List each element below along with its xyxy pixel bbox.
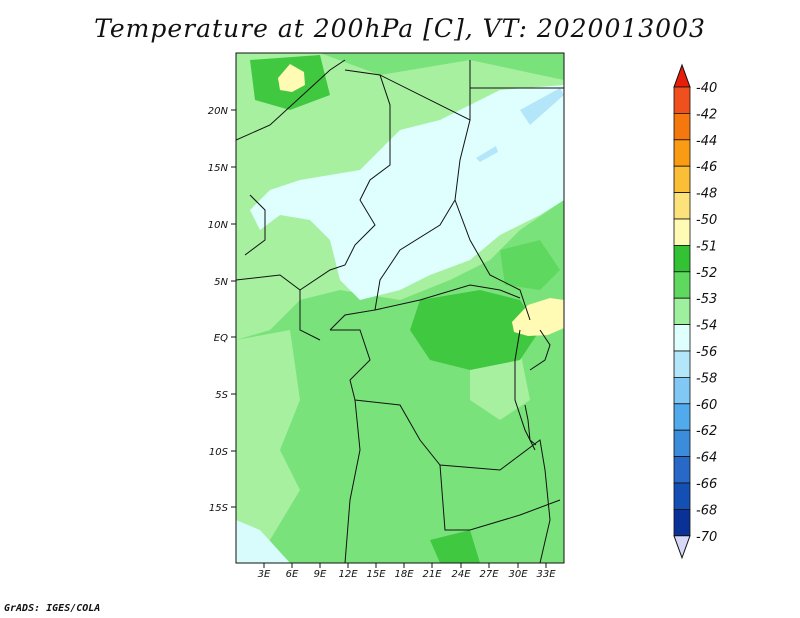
colorbar-swatch <box>673 113 691 141</box>
colorbar-label: -52 <box>696 266 717 281</box>
colorbar-swatch <box>673 244 691 273</box>
colorbar-label: -53 <box>696 292 717 307</box>
temperature-field <box>236 53 564 563</box>
field-level-56-streak <box>476 146 498 162</box>
lat-label: 20N <box>208 106 229 117</box>
colorbar-swatch <box>673 297 691 326</box>
lon-label: 18E <box>394 569 414 580</box>
field-level-51 <box>512 298 564 336</box>
colorbar-label: -66 <box>696 477 717 492</box>
colorbar-label: -44 <box>696 134 717 149</box>
colorbar-label: -68 <box>696 503 717 518</box>
colorbar-swatch <box>673 165 691 193</box>
colorbar-swatch <box>673 139 691 167</box>
lon-label: 9E <box>314 569 327 580</box>
colorbar-swatch <box>673 271 691 299</box>
lon-label: 33E <box>536 569 556 580</box>
colorbar-swatch <box>673 324 691 352</box>
lon-label: 21E <box>422 569 442 580</box>
lon-label: 12E <box>338 569 358 580</box>
colorbar-swatch <box>673 218 691 246</box>
colorbar-label: -51 <box>696 239 717 254</box>
colorbar-label: -62 <box>696 424 717 439</box>
field-level-52 <box>410 290 540 370</box>
colorbar-swatch <box>673 350 691 378</box>
field-level-52 <box>430 530 480 563</box>
colorbar-swatch <box>673 376 691 405</box>
colorbar-label: -58 <box>696 371 717 386</box>
colorbar-label: -42 <box>696 107 717 122</box>
colorbar-swatch <box>673 86 691 114</box>
field-level-54 <box>250 85 564 300</box>
longitude-axis: 3E 6E 9E 12E 15E 18E 21E 24E 27E 30E 33E <box>258 563 556 580</box>
colorbar-swatch <box>673 403 691 431</box>
colorbar-swatch <box>673 456 691 484</box>
colorbar-label: -50 <box>696 213 717 228</box>
colorbar-label: -56 <box>696 345 717 360</box>
lat-label: 15S <box>209 503 229 514</box>
field-band-west <box>236 330 300 563</box>
colorbar-label: -40 <box>696 81 717 96</box>
field-level-56-streak <box>520 88 564 125</box>
lon-label: 24E <box>451 569 471 580</box>
colorbar-swatch <box>673 429 691 458</box>
colorbar-swatch <box>673 508 691 537</box>
lat-label: 5N <box>214 277 228 288</box>
colorbar-label: -64 <box>696 451 717 466</box>
lon-label: 6E <box>286 569 299 580</box>
colorbar-top-arrow <box>673 63 691 88</box>
lat-label: 5S <box>215 390 228 401</box>
lat-label: EQ <box>214 333 228 344</box>
colorbar-label: -46 <box>696 160 717 175</box>
colorbar-bottom-arrow <box>673 535 691 560</box>
lon-label: 15E <box>366 569 386 580</box>
map-title: Temperature at 200hPa [C], VT: 202001300… <box>94 14 706 43</box>
lon-label: 3E <box>258 569 271 580</box>
colorbar: -40 -42 -44 -46 -48 -50 -51 -52 -53 -54 -56 -58 -60 -… <box>673 63 717 560</box>
credit-label: GrADS: IGES/COLA <box>4 603 101 614</box>
lat-label: 15N <box>208 163 229 174</box>
lat-label: 10N <box>208 220 229 231</box>
colorbar-label: -54 <box>696 319 717 334</box>
colorbar-swatch <box>673 482 691 510</box>
colorbar-swatch <box>673 192 691 220</box>
field-patch-southwest <box>236 520 290 563</box>
colorbar-label: -60 <box>696 398 717 413</box>
field-level-51 <box>278 64 305 92</box>
lat-label: 10S <box>209 447 229 458</box>
latitude-axis: 20N 15N 10N 5N EQ 5S 10S 15S <box>208 106 236 514</box>
colorbar-label: -48 <box>696 187 717 202</box>
lon-label: 30E <box>508 569 528 580</box>
map-frame <box>235 52 565 564</box>
lon-label: 27E <box>479 569 499 580</box>
colorbar-label: -70 <box>696 530 717 545</box>
country-borders <box>236 59 564 563</box>
field-level-52-edge <box>500 240 560 290</box>
